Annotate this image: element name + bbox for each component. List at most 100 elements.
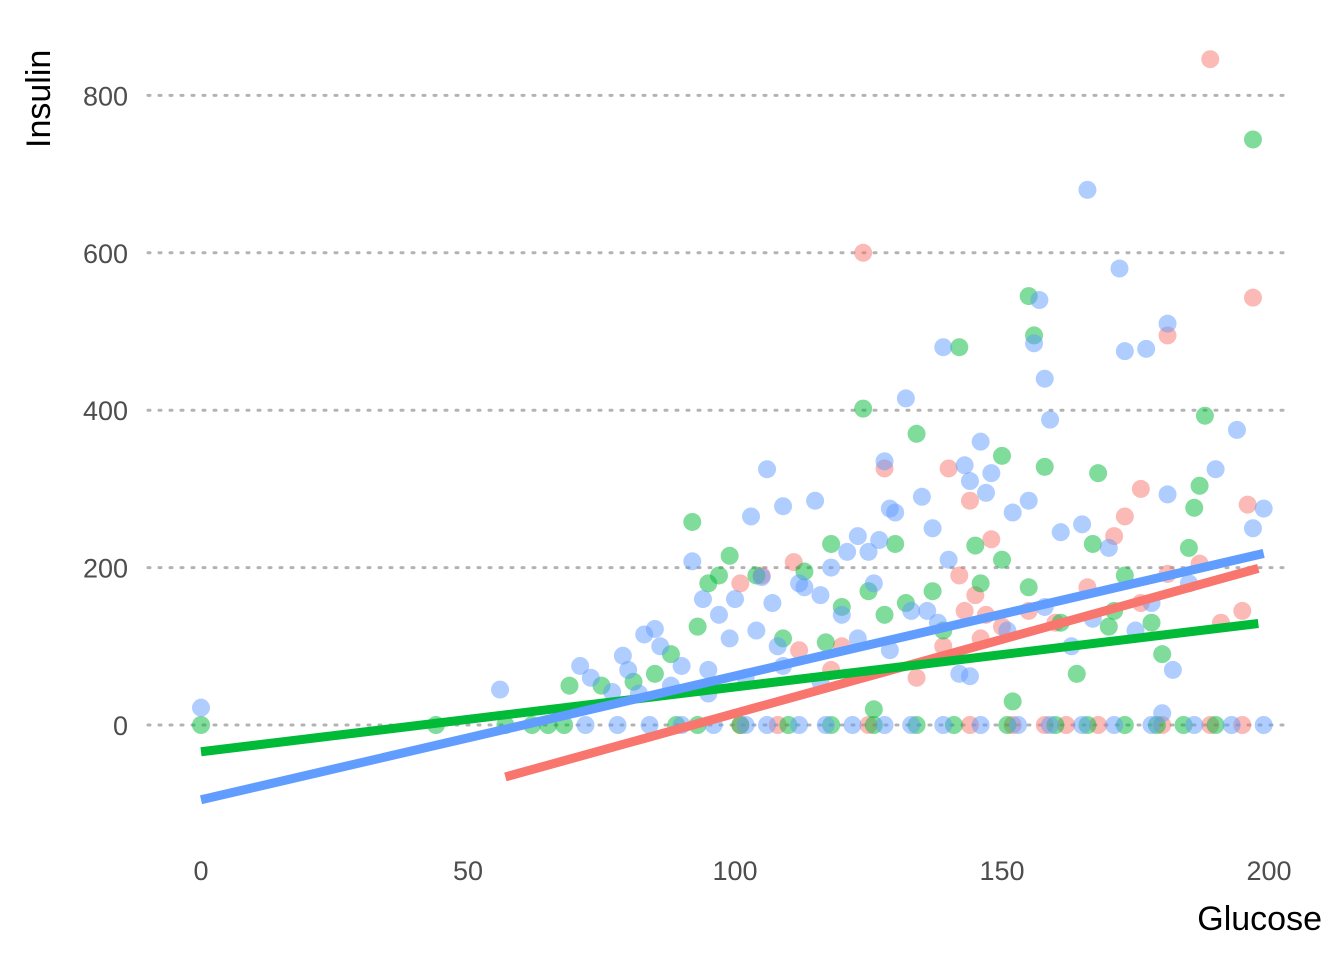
data-point <box>843 716 862 734</box>
data-point <box>768 637 787 656</box>
data-point <box>1142 716 1161 734</box>
data-point <box>1099 538 1118 557</box>
data-point <box>1073 716 1092 734</box>
regression-line <box>200 619 1259 757</box>
data-point <box>752 568 771 587</box>
data-point <box>1105 716 1124 734</box>
data-point <box>902 601 921 620</box>
data-point <box>1003 503 1022 522</box>
data-point <box>854 399 873 418</box>
y-tick-label: 600 <box>83 239 128 269</box>
data-point <box>571 656 590 675</box>
data-point <box>747 621 766 640</box>
data-point <box>960 472 979 491</box>
data-point <box>1233 601 1252 620</box>
data-point <box>1110 259 1129 278</box>
data-point <box>1243 130 1262 149</box>
data-point <box>683 512 702 531</box>
regression-lines <box>199 549 1265 805</box>
data-point <box>1030 291 1049 310</box>
data-point <box>1243 288 1262 307</box>
x-tick-label: 0 <box>193 856 208 886</box>
y-axis-title: Insulin <box>20 50 58 148</box>
data-point <box>982 464 1001 483</box>
data-point <box>971 716 990 734</box>
data-point <box>838 542 857 561</box>
data-point <box>1041 716 1060 734</box>
x-axis-title: Glucose <box>1197 900 1322 938</box>
data-point <box>1115 507 1134 526</box>
data-point <box>1035 457 1054 476</box>
data-point <box>742 507 761 526</box>
data-point <box>1131 479 1150 498</box>
data-point <box>1254 499 1273 518</box>
data-point <box>758 460 777 479</box>
data-point <box>907 424 926 443</box>
y-axis-tick-labels: 0 200 400 600 800 <box>83 81 128 741</box>
data-point <box>993 550 1011 569</box>
data-point <box>1003 692 1022 711</box>
data-point <box>848 527 867 546</box>
data-point <box>1206 716 1225 734</box>
data-point <box>1051 523 1070 542</box>
data-point <box>699 574 718 593</box>
data-point <box>806 491 825 510</box>
data-point <box>1153 645 1172 664</box>
data-point <box>192 698 210 717</box>
data-point <box>672 656 691 675</box>
data-point <box>971 432 990 451</box>
data-point <box>576 716 595 734</box>
data-point <box>870 531 889 550</box>
y-tick-label: 0 <box>113 711 128 741</box>
data-point <box>1099 617 1118 636</box>
data-point <box>613 646 632 665</box>
data-point <box>1041 410 1060 429</box>
data-point <box>934 716 953 734</box>
data-point <box>1073 515 1092 534</box>
data-point <box>1142 613 1161 632</box>
data-point <box>859 542 878 561</box>
data-point <box>811 586 830 605</box>
data-point <box>560 676 579 695</box>
data-point <box>950 338 969 357</box>
data-point <box>875 716 894 734</box>
data-point <box>720 546 739 565</box>
data-point <box>683 552 702 571</box>
data-points <box>192 50 1273 734</box>
data-point <box>1019 491 1038 510</box>
data-point <box>688 617 707 636</box>
data-point <box>720 629 739 648</box>
data-point <box>1078 180 1097 199</box>
data-point <box>1190 476 1209 495</box>
x-tick-label: 150 <box>979 856 1024 886</box>
data-point <box>1201 50 1220 69</box>
data-point <box>934 338 953 357</box>
regression-line <box>199 549 1265 805</box>
data-point <box>1185 716 1204 734</box>
y-tick-label: 400 <box>83 396 128 426</box>
data-point <box>966 536 985 555</box>
data-point <box>1115 342 1134 361</box>
x-tick-label: 100 <box>712 856 757 886</box>
data-point <box>758 716 777 734</box>
data-point <box>645 664 664 683</box>
data-point <box>1067 664 1086 683</box>
data-point <box>982 530 1001 549</box>
x-tick-label: 50 <box>453 856 483 886</box>
data-point <box>886 534 905 553</box>
data-point <box>993 446 1011 465</box>
data-point <box>918 601 937 620</box>
data-point <box>960 491 979 510</box>
data-point <box>976 483 995 502</box>
data-point <box>971 574 990 593</box>
data-point <box>816 633 835 652</box>
data-point <box>1083 534 1102 553</box>
data-point <box>736 716 755 734</box>
data-point <box>1158 314 1177 333</box>
data-point <box>726 590 744 609</box>
data-point <box>1206 460 1225 479</box>
data-point <box>864 574 883 593</box>
data-point <box>790 641 809 660</box>
data-point <box>816 716 835 734</box>
